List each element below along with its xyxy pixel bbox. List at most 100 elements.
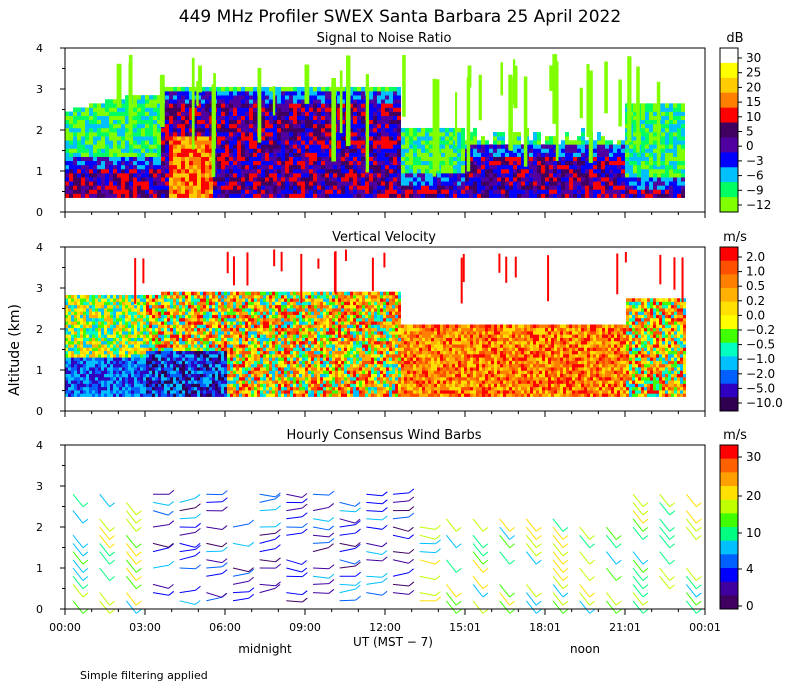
velocity-cell xyxy=(107,340,110,345)
snr-cell xyxy=(185,123,189,129)
snr-cell xyxy=(429,189,433,194)
snr-cell xyxy=(393,111,397,116)
snr-cell xyxy=(653,152,657,157)
snr-cell xyxy=(421,156,425,162)
snr-cell xyxy=(145,103,149,108)
snr-cell xyxy=(401,193,405,198)
snr-cell xyxy=(369,144,373,149)
snr-cell xyxy=(449,193,453,198)
snr-cell xyxy=(361,111,365,116)
snr-cell xyxy=(677,177,681,182)
snr-cell xyxy=(301,107,305,112)
snr-cell xyxy=(241,140,245,145)
velocity-cell xyxy=(89,386,92,391)
snr-cell xyxy=(497,148,501,153)
snr-cell xyxy=(109,99,113,104)
snr-cell xyxy=(77,115,81,121)
velocity-cell xyxy=(188,357,191,361)
snr-cell xyxy=(237,140,241,145)
snr-cell xyxy=(561,177,565,182)
snr-cell xyxy=(321,119,325,125)
velocity-cell xyxy=(80,363,83,368)
snr-cell xyxy=(593,173,597,178)
snr-cell xyxy=(521,148,525,153)
snr-cell xyxy=(281,107,285,112)
velocity-cell xyxy=(113,360,116,365)
snr-cell xyxy=(373,140,377,145)
velocity-cell xyxy=(194,373,197,378)
velocity-cell xyxy=(113,380,116,384)
snr-cell xyxy=(437,185,441,190)
velocity-cell xyxy=(167,360,170,365)
snr-cell xyxy=(353,144,357,149)
snr-cell xyxy=(321,95,325,100)
snr-cell xyxy=(585,164,589,170)
snr-cell xyxy=(533,173,537,178)
snr-cell xyxy=(249,95,253,100)
velocity-cell xyxy=(182,386,185,391)
snr-cell xyxy=(245,136,249,141)
velocity-cell xyxy=(134,334,137,338)
velocity-cell xyxy=(176,393,179,397)
snr-cell xyxy=(593,160,597,166)
velocity-cell xyxy=(137,357,140,361)
snr-cell xyxy=(469,144,473,149)
snr-cell xyxy=(497,140,501,145)
velocity-cell xyxy=(140,363,143,368)
snr-cell xyxy=(369,91,373,96)
velocity-cell xyxy=(125,301,128,306)
velocity-cell xyxy=(92,340,95,345)
velocity-cell xyxy=(161,344,164,348)
snr-cell xyxy=(681,144,685,149)
snr-cell xyxy=(609,144,613,149)
snr-cell xyxy=(309,91,313,96)
velocity-cell xyxy=(122,383,125,388)
snr-cell xyxy=(125,144,129,149)
snr-cell xyxy=(325,164,329,170)
snr-cell xyxy=(317,168,321,174)
velocity-cell xyxy=(143,311,146,315)
snr-cell xyxy=(165,168,169,174)
snr-cell xyxy=(641,115,645,121)
snr-cell xyxy=(141,107,145,112)
snr-cell xyxy=(273,132,277,137)
velocity-cell xyxy=(107,304,110,309)
snr-cell xyxy=(209,107,213,112)
snr-cell xyxy=(205,86,209,92)
snr-cell xyxy=(341,181,345,186)
snr-cell xyxy=(477,173,481,178)
velocity-cell xyxy=(203,360,206,365)
snr-cell xyxy=(209,123,213,129)
velocity-cell xyxy=(146,347,149,352)
snr-cell xyxy=(141,164,145,170)
snr-cell xyxy=(277,91,281,96)
snr-cell xyxy=(469,189,473,194)
snr-cell xyxy=(253,140,257,145)
velocity-cell xyxy=(107,373,110,378)
snr-cell xyxy=(481,193,485,198)
snr-cell xyxy=(217,148,221,153)
velocity-cell xyxy=(77,367,80,371)
velocity-cell xyxy=(137,294,140,299)
velocity-cell xyxy=(71,350,74,355)
snr-cell xyxy=(569,185,573,190)
snr-cell xyxy=(677,164,681,170)
snr-cell xyxy=(405,148,409,153)
snr-cell xyxy=(161,185,165,190)
velocity-cell xyxy=(173,393,176,397)
snr-cell xyxy=(633,189,637,194)
snr-cell xyxy=(409,156,413,162)
snr-cell xyxy=(281,144,285,149)
snr-cell xyxy=(309,136,313,141)
snr-cell xyxy=(425,136,429,141)
snr-cell xyxy=(377,115,381,121)
snr-cell xyxy=(537,132,541,137)
velocity-cell xyxy=(140,390,143,394)
snr-cell xyxy=(197,144,201,149)
velocity-cell xyxy=(140,370,143,374)
snr-cell xyxy=(297,86,301,92)
snr-cell xyxy=(177,107,181,112)
snr-cell xyxy=(193,86,197,92)
velocity-cell xyxy=(119,360,122,365)
velocity-cell xyxy=(161,304,164,309)
